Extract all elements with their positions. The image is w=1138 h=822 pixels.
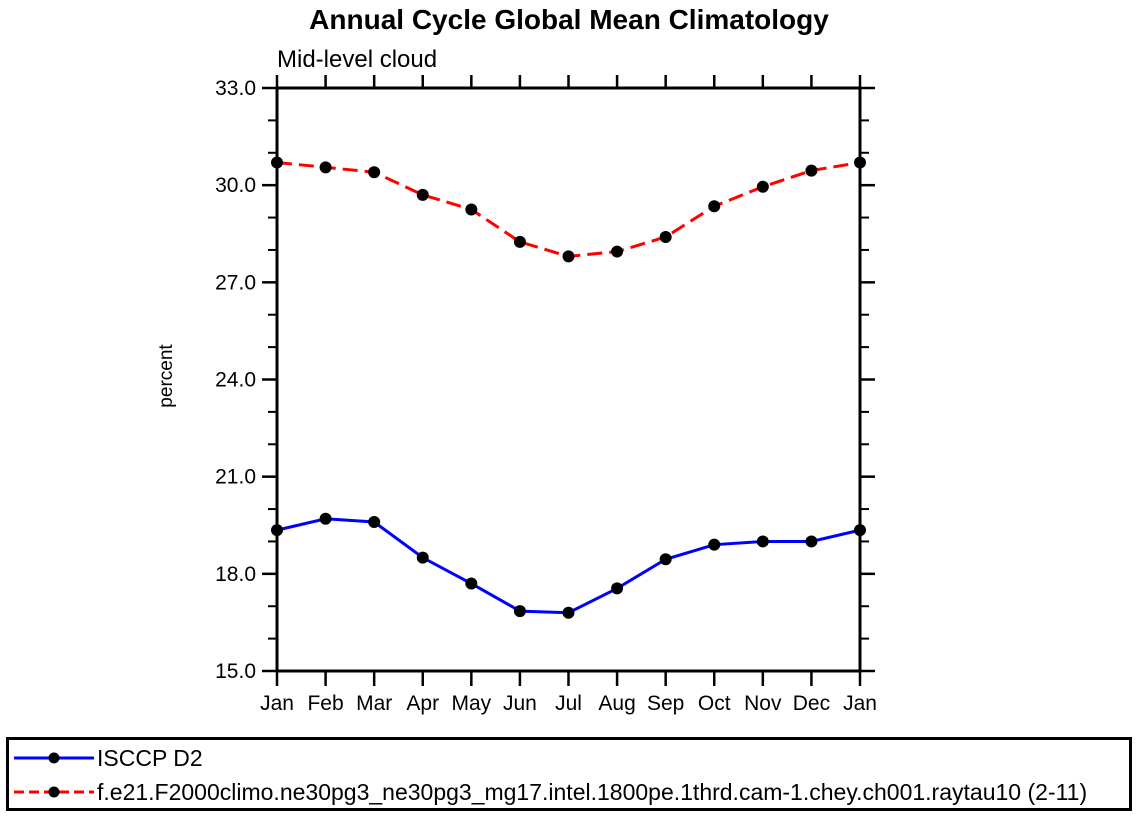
data-point bbox=[562, 606, 575, 619]
legend-sample-marker bbox=[48, 786, 60, 798]
data-point bbox=[659, 230, 672, 243]
series-line-0 bbox=[276, 517, 861, 615]
x-tick-label: Feb bbox=[307, 692, 343, 715]
data-point bbox=[465, 203, 478, 216]
y-tick-label: 21.0 bbox=[215, 466, 256, 489]
x-tick-label: Jan bbox=[260, 692, 294, 715]
x-tick-label: Apr bbox=[406, 692, 439, 715]
data-point bbox=[611, 245, 624, 258]
x-tick-label: Nov bbox=[744, 692, 782, 715]
legend-entry-1: f.e21.F2000climo.ne30pg3_ne30pg3_mg17.in… bbox=[12, 776, 1087, 808]
x-tick-label: Jan bbox=[843, 692, 877, 715]
data-point bbox=[805, 164, 818, 177]
x-tick-label: Mar bbox=[356, 692, 392, 715]
data-point bbox=[611, 582, 624, 595]
legend-line-sample-1 bbox=[14, 786, 94, 798]
x-tick-label: Oct bbox=[698, 692, 731, 715]
x-tick-label: Aug bbox=[598, 692, 635, 715]
data-point bbox=[805, 535, 818, 548]
data-point bbox=[271, 524, 283, 537]
x-tick-label: May bbox=[451, 692, 491, 715]
y-tick-label: 24.0 bbox=[215, 369, 256, 392]
legend-box: ISCCP D2 f.e21.F2000climo.ne30pg3_ne30pg… bbox=[6, 737, 1132, 811]
legend-entry-0: ISCCP D2 bbox=[12, 742, 203, 774]
data-point bbox=[368, 516, 381, 529]
series-line-1 bbox=[276, 161, 861, 258]
data-point bbox=[854, 156, 866, 169]
data-point bbox=[319, 512, 332, 525]
data-point bbox=[659, 553, 672, 566]
chart-subtitle: Mid-level cloud bbox=[277, 46, 438, 73]
data-point bbox=[416, 551, 429, 564]
x-tick-label: Sep bbox=[647, 692, 684, 715]
legend-line-sample-0 bbox=[14, 752, 94, 764]
data-point bbox=[513, 605, 526, 618]
y-tick-label: 27.0 bbox=[215, 271, 256, 294]
y-tick-label: 33.0 bbox=[215, 77, 256, 100]
data-point bbox=[708, 200, 721, 213]
data-point bbox=[368, 166, 381, 179]
data-point bbox=[756, 180, 769, 193]
x-tick-label: Jun bbox=[503, 692, 537, 715]
x-tick-label: Jul bbox=[555, 692, 582, 715]
data-point bbox=[465, 577, 478, 590]
x-tick-label: Dec bbox=[793, 692, 830, 715]
data-point bbox=[513, 235, 526, 248]
legend-label-0: ISCCP D2 bbox=[97, 744, 203, 771]
y-tick-label: 30.0 bbox=[215, 174, 256, 197]
y-tick-label: 15.0 bbox=[215, 660, 256, 683]
data-point bbox=[416, 188, 429, 201]
data-point bbox=[319, 161, 332, 174]
data-point bbox=[708, 538, 721, 551]
legend-label-1: f.e21.F2000climo.ne30pg3_ne30pg3_mg17.in… bbox=[97, 778, 1088, 805]
data-point bbox=[271, 156, 283, 169]
data-point bbox=[854, 524, 866, 537]
plot-box bbox=[275, 86, 862, 673]
legend-sample-marker bbox=[48, 752, 60, 764]
data-point bbox=[562, 250, 575, 263]
chart-title: Annual Cycle Global Mean Climatology bbox=[309, 4, 829, 35]
y-tick-label: 18.0 bbox=[215, 563, 256, 586]
y-axis-title: percent bbox=[156, 344, 177, 408]
data-point bbox=[756, 535, 769, 548]
